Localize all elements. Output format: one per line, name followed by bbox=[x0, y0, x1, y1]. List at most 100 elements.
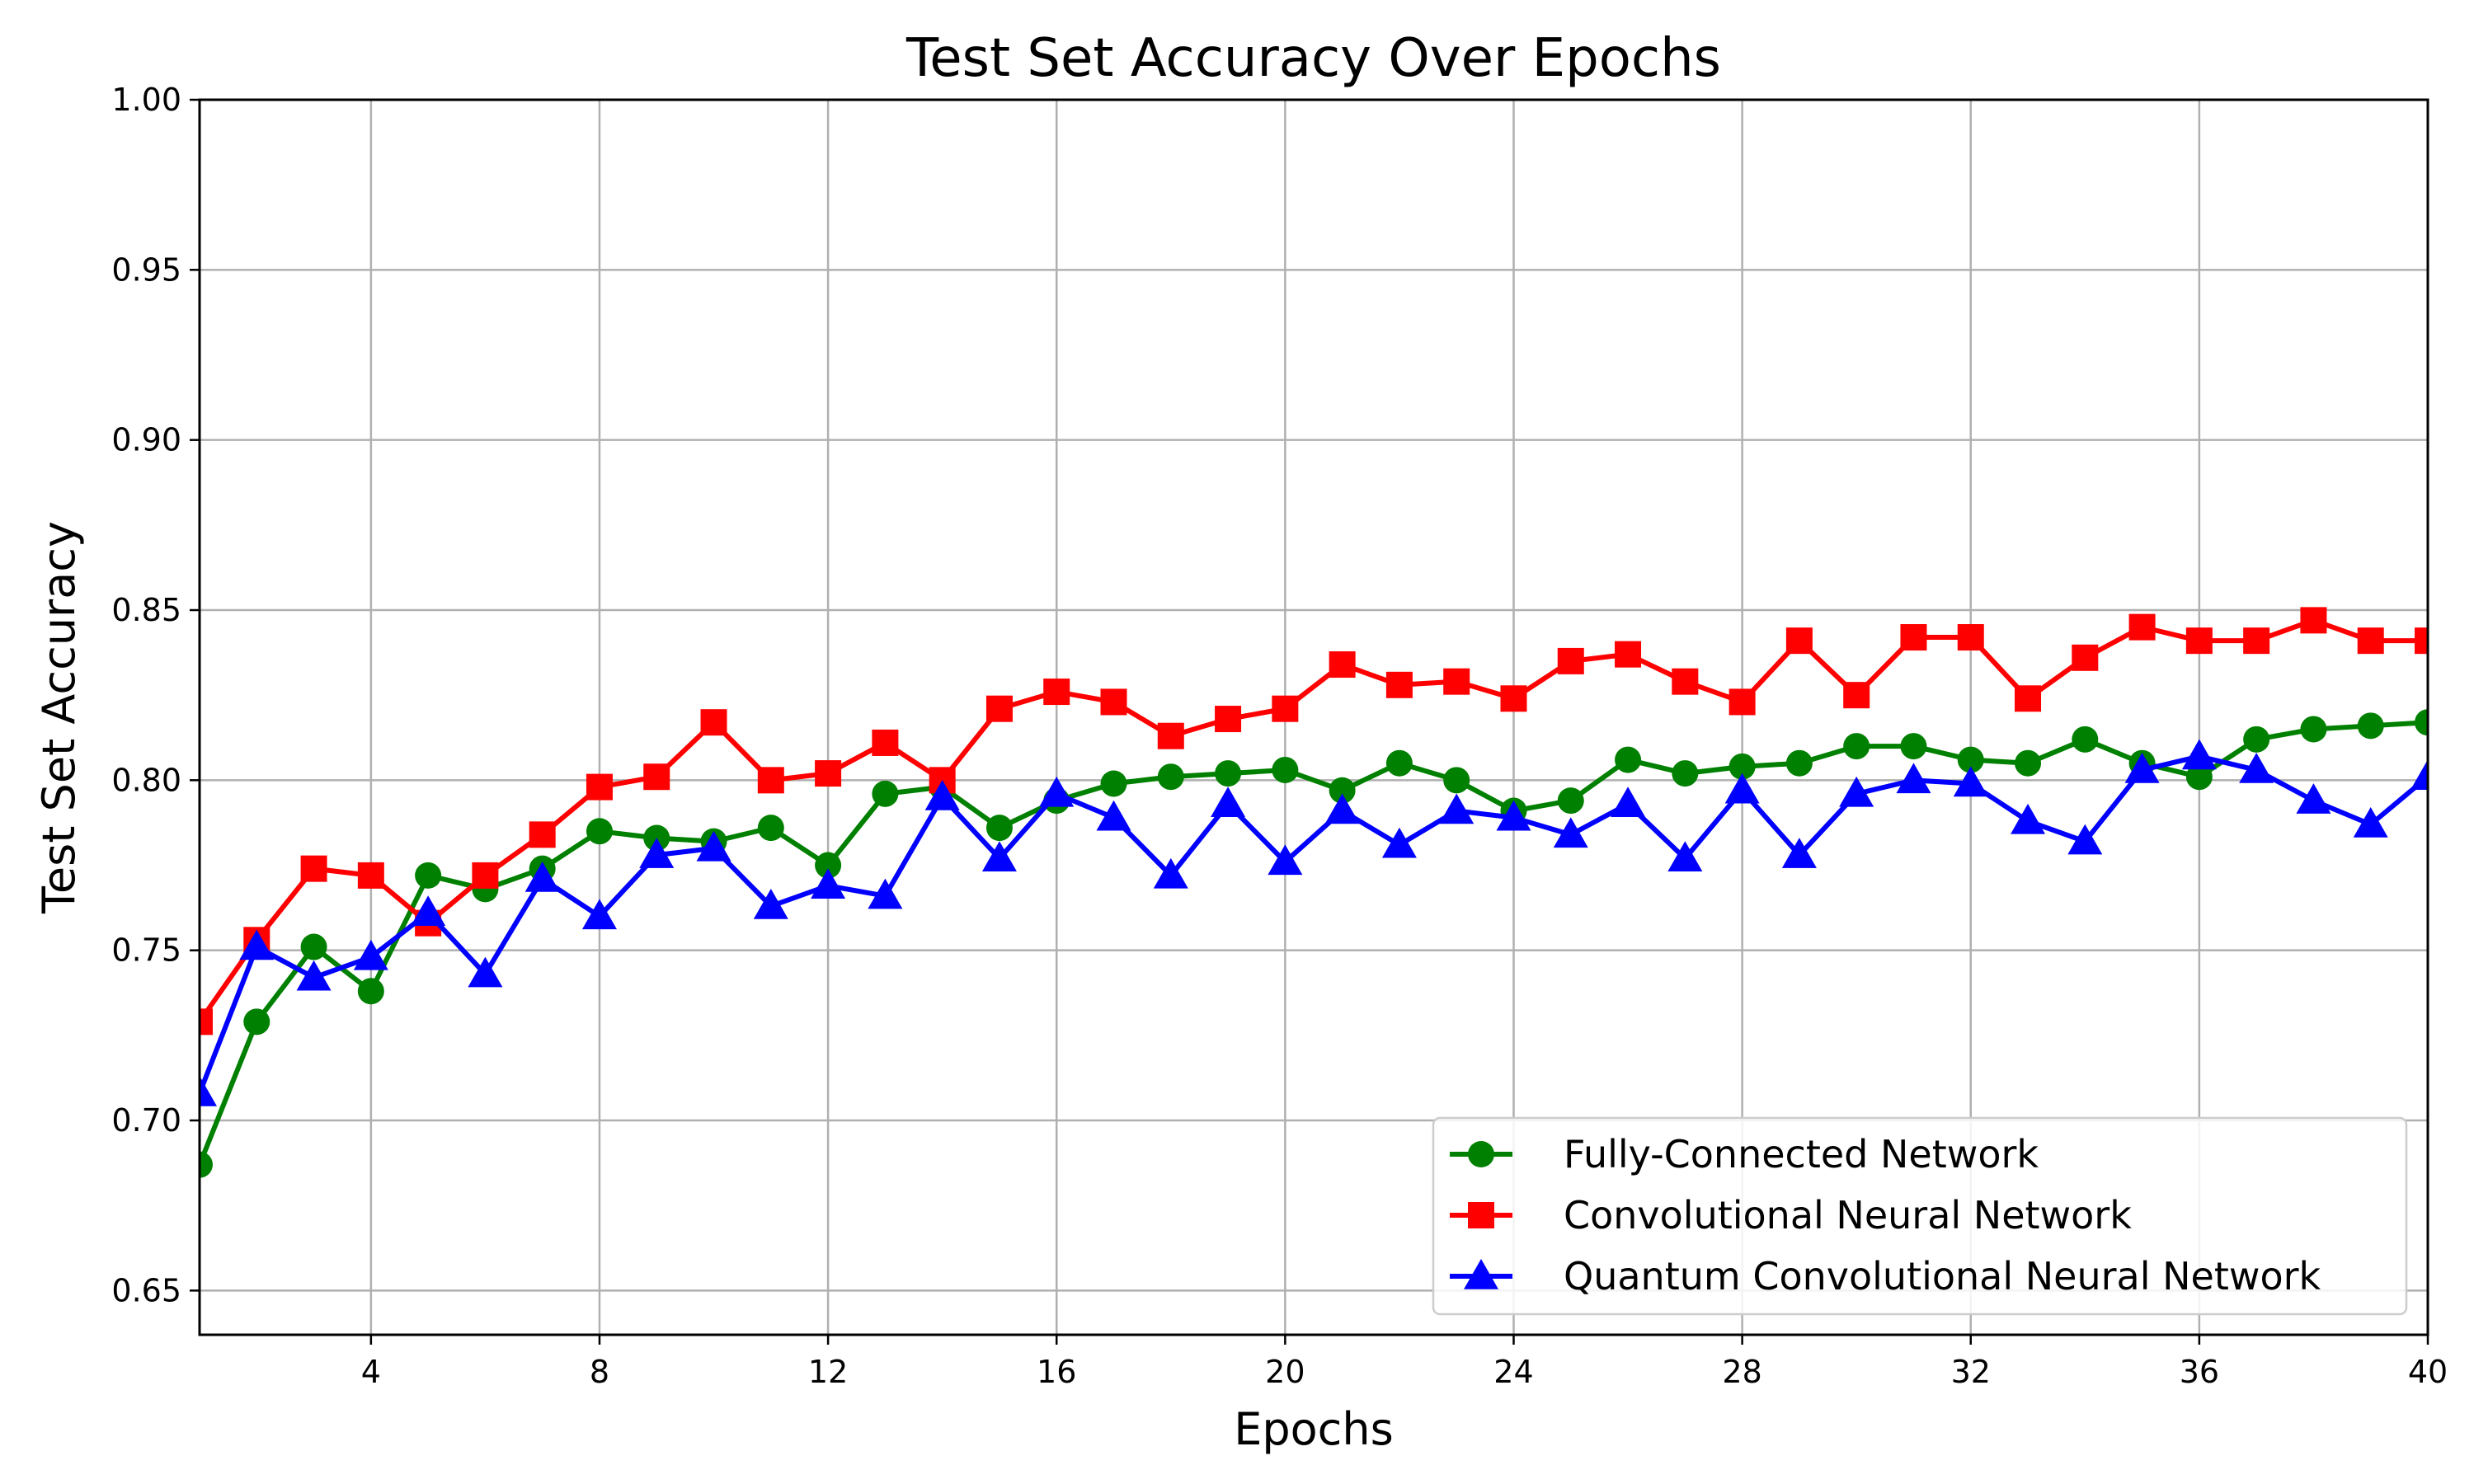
data-point bbox=[1385, 749, 1413, 777]
x-tick-label: 40 bbox=[2408, 1354, 2448, 1390]
data-point bbox=[2300, 716, 2327, 743]
data-point bbox=[353, 939, 388, 970]
data-point bbox=[985, 695, 1013, 722]
data-point bbox=[2357, 712, 2384, 740]
data-point bbox=[1557, 787, 1584, 815]
data-point bbox=[529, 821, 556, 848]
data-point bbox=[2124, 752, 2160, 783]
data-point bbox=[2353, 806, 2388, 838]
legend-item: Quantum Convolutional Neural Network bbox=[1450, 1254, 2321, 1298]
data-point bbox=[1900, 733, 1927, 760]
data-point bbox=[757, 815, 784, 842]
data-point bbox=[700, 709, 727, 736]
data-point bbox=[757, 767, 784, 794]
data-point bbox=[1043, 679, 1070, 706]
data-point bbox=[1557, 647, 1584, 674]
x-tick-label: 32 bbox=[1951, 1354, 1991, 1390]
x-tick-label: 20 bbox=[1265, 1354, 1305, 1390]
data-point bbox=[468, 956, 503, 988]
data-point bbox=[1385, 671, 1413, 698]
data-point bbox=[1039, 776, 1075, 807]
series-line bbox=[200, 754, 2428, 1095]
data-point bbox=[2243, 726, 2270, 753]
data-point bbox=[2411, 759, 2428, 790]
data-point bbox=[811, 868, 846, 899]
data-point bbox=[1157, 722, 1184, 749]
data-point bbox=[200, 1151, 213, 1178]
data-point bbox=[2015, 685, 2042, 712]
data-point bbox=[1100, 770, 1127, 797]
data-point bbox=[1843, 733, 1870, 760]
data-point bbox=[581, 899, 617, 930]
data-point bbox=[1957, 624, 1984, 651]
legend-item: Convolutional Neural Network bbox=[1450, 1193, 2132, 1237]
series-circle bbox=[200, 709, 2428, 1178]
data-point bbox=[2015, 749, 2042, 777]
data-point bbox=[2181, 739, 2217, 770]
y-tick-label: 0.80 bbox=[111, 762, 181, 798]
legend-item: Fully-Connected Network bbox=[1450, 1132, 2039, 1176]
data-point bbox=[1439, 793, 1475, 824]
data-point bbox=[357, 862, 384, 889]
data-point bbox=[924, 779, 960, 810]
data-point bbox=[1785, 749, 1813, 777]
legend-marker bbox=[1468, 1202, 1494, 1228]
plot-frame bbox=[198, 98, 2429, 1336]
data-point bbox=[1096, 800, 1131, 831]
data-point bbox=[2239, 752, 2274, 783]
data-point bbox=[815, 760, 842, 787]
data-point bbox=[1781, 838, 1817, 868]
data-point bbox=[643, 763, 670, 791]
y-tick-label: 0.90 bbox=[111, 422, 181, 458]
data-point bbox=[2300, 607, 2327, 634]
data-point bbox=[586, 773, 613, 801]
data-point bbox=[1553, 817, 1588, 848]
y-axis: 0.65 0.70 0.75 0.80 0.85 0.90 0.95 1.00 bbox=[111, 82, 200, 1308]
data-point bbox=[300, 933, 327, 960]
chart-title: Test Set Accuracy Over Epochs bbox=[905, 28, 1721, 89]
data-point bbox=[872, 780, 899, 807]
legend-label: Fully-Connected Network bbox=[1564, 1132, 2039, 1176]
y-tick-label: 0.70 bbox=[111, 1102, 181, 1139]
data-point bbox=[815, 852, 842, 879]
data-point bbox=[415, 862, 442, 889]
data-point bbox=[1443, 668, 1470, 695]
data-point bbox=[296, 960, 332, 991]
data-point bbox=[1729, 753, 1756, 780]
data-point bbox=[1843, 682, 1870, 709]
data-point bbox=[1953, 766, 1988, 797]
data-point bbox=[239, 929, 275, 960]
data-point bbox=[1839, 776, 1874, 807]
legend-label: Quantum Convolutional Neural Network bbox=[1564, 1254, 2321, 1298]
data-point bbox=[2072, 726, 2099, 753]
data-point bbox=[1672, 668, 1699, 695]
data-point bbox=[2357, 627, 2384, 655]
data-point bbox=[1381, 827, 1417, 858]
data-point bbox=[357, 978, 384, 1005]
x-tick-label: 12 bbox=[808, 1354, 848, 1390]
data-point bbox=[1215, 706, 1242, 733]
data-point bbox=[586, 818, 613, 845]
data-point bbox=[1900, 624, 1927, 651]
data-point bbox=[1443, 767, 1470, 794]
data-point bbox=[1268, 844, 1303, 876]
data-point bbox=[1153, 857, 1188, 889]
data-point bbox=[200, 1076, 217, 1106]
data-point bbox=[1500, 685, 1527, 712]
data-point bbox=[981, 841, 1017, 872]
data-point bbox=[1724, 773, 1760, 804]
x-tick-label: 36 bbox=[2180, 1354, 2219, 1390]
data-point bbox=[1215, 760, 1242, 787]
x-tick-label: 24 bbox=[1493, 1354, 1533, 1390]
data-point bbox=[2185, 627, 2213, 655]
data-point bbox=[2296, 783, 2331, 814]
y-tick-label: 0.65 bbox=[111, 1272, 181, 1308]
data-point bbox=[411, 895, 446, 927]
data-point bbox=[1615, 641, 1642, 668]
data-point bbox=[868, 878, 903, 909]
data-point bbox=[2415, 709, 2428, 736]
data-point bbox=[753, 889, 788, 919]
x-tick-label: 4 bbox=[361, 1354, 381, 1390]
data-point bbox=[696, 830, 731, 862]
